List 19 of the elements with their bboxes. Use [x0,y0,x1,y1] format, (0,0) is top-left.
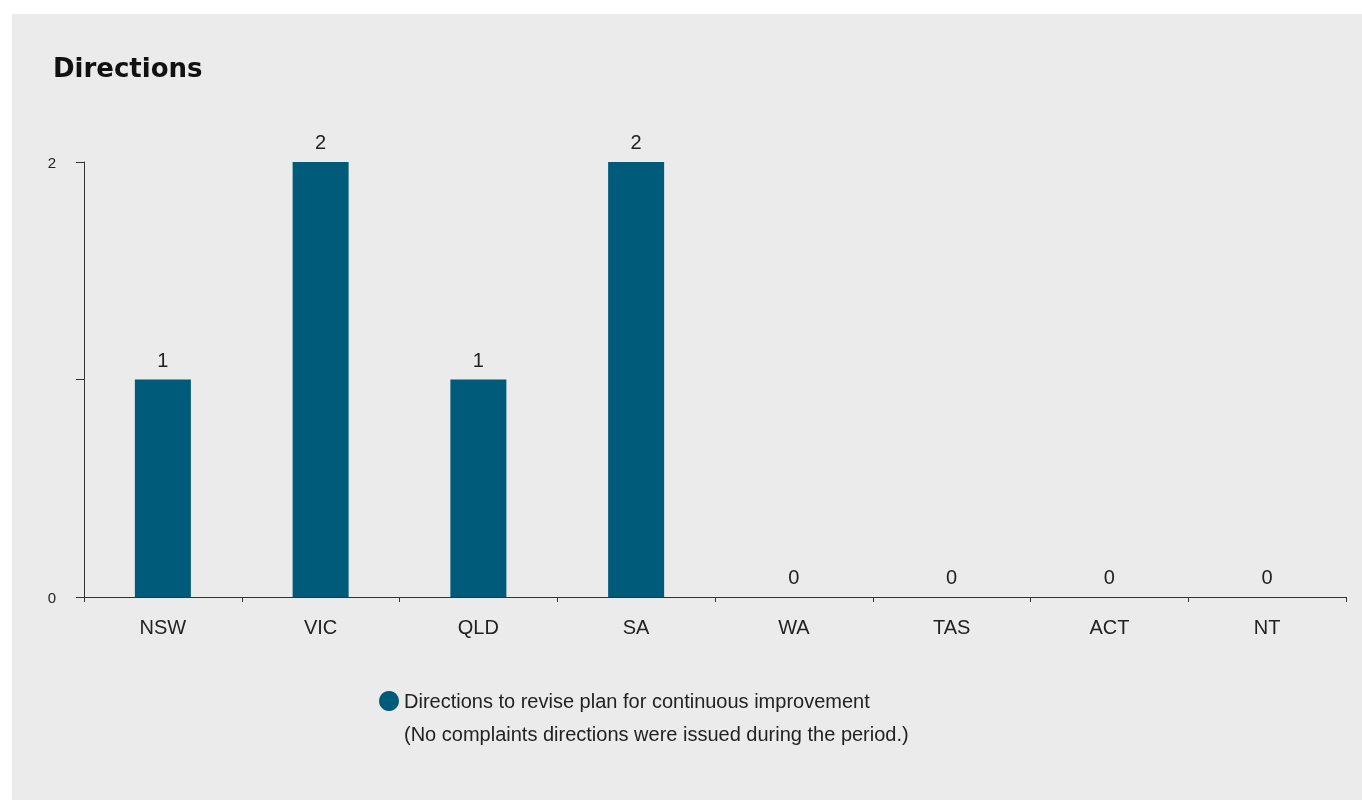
x-tick-label: ACT [1089,616,1130,638]
data-label: 2 [315,131,327,153]
chart-title: Directions [53,53,203,83]
data-label: 0 [1103,566,1115,588]
x-tick-label: NT [1253,616,1281,638]
data-label: 0 [1261,566,1273,588]
data-label: 1 [472,348,484,371]
x-tick-label: WA [778,616,811,638]
x-tick-label: NSW [139,616,187,638]
legend-label: Directions to revise plan for continuous improvement [404,690,871,712]
x-tick-label: TAS [932,616,971,638]
data-label: 0 [946,566,958,588]
x-tick-label: SA [622,616,651,638]
x-tick-label: VIC [303,616,338,638]
x-tick-label: QLD [457,616,499,638]
data-label: 0 [788,566,800,588]
text: (No complaints directions were issued during the period.) [404,723,909,745]
data-label: 1 [157,348,169,371]
data-label: 2 [630,131,642,153]
